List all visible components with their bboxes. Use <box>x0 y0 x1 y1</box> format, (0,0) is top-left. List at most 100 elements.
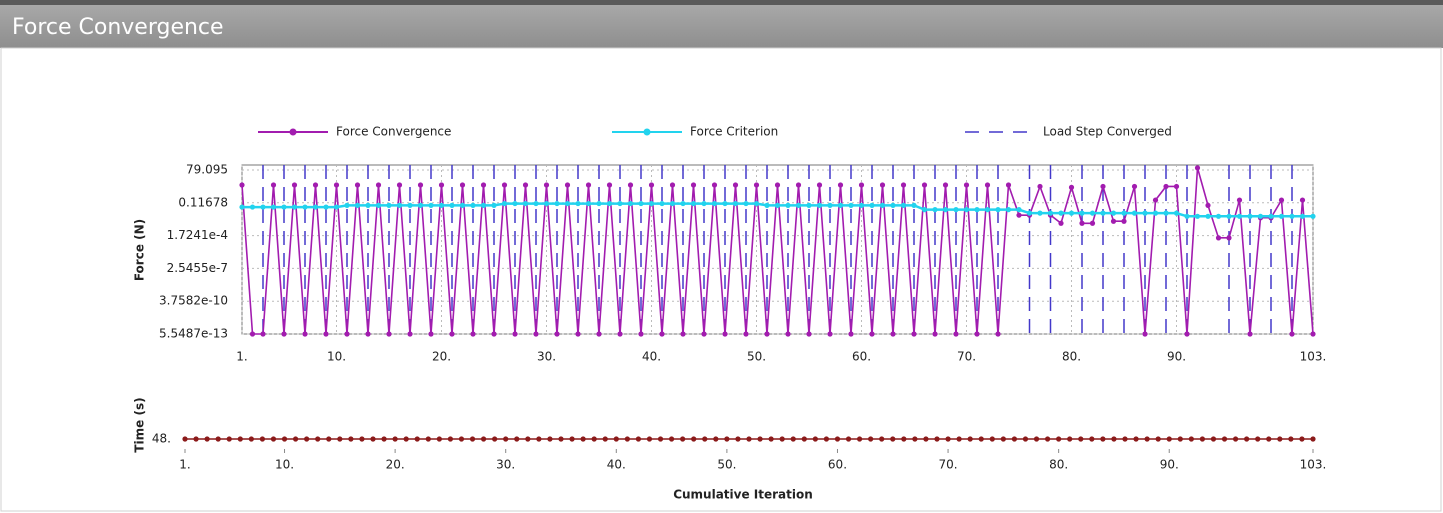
data-point <box>984 182 991 188</box>
data-point <box>337 436 343 442</box>
data-point <box>732 182 739 188</box>
data-point <box>428 331 434 337</box>
data-point <box>1244 436 1250 442</box>
data-point <box>1277 436 1283 442</box>
data-point <box>890 202 896 208</box>
data-point <box>912 436 918 442</box>
data-point <box>638 331 644 337</box>
data-point <box>302 204 308 210</box>
data-point <box>989 436 995 442</box>
data-point <box>270 204 277 210</box>
data-point <box>480 182 487 188</box>
data-point <box>1205 213 1211 219</box>
data-point <box>911 331 917 337</box>
x-tick-label: 50. <box>717 458 736 472</box>
data-point <box>624 436 630 442</box>
x-tick-label: 103. <box>1300 350 1327 364</box>
data-point <box>447 436 454 442</box>
data-point <box>281 436 288 442</box>
x-tick-label: 10. <box>275 458 294 472</box>
data-point <box>932 331 938 337</box>
data-point <box>1288 436 1294 442</box>
data-point <box>635 436 642 442</box>
data-point <box>827 331 833 337</box>
data-point <box>978 436 984 442</box>
data-point <box>470 331 476 337</box>
data-point <box>403 436 409 442</box>
data-point <box>1152 197 1159 203</box>
x-tick-label: 40. <box>607 458 626 472</box>
data-point <box>722 200 728 207</box>
data-point <box>1289 331 1295 337</box>
data-point <box>239 182 245 188</box>
data-point <box>304 436 310 442</box>
x-tick-label: 20. <box>386 458 405 472</box>
data-point <box>801 436 807 442</box>
data-point <box>945 436 951 442</box>
data-point <box>1142 331 1148 337</box>
data-point <box>724 436 730 442</box>
data-point <box>533 331 539 337</box>
data-point <box>248 436 254 442</box>
data-point <box>774 202 781 208</box>
data-point <box>858 202 865 208</box>
data-point <box>291 182 298 188</box>
x-tick-label: 60. <box>852 350 871 364</box>
data-point <box>459 182 466 188</box>
data-point <box>302 331 308 337</box>
data-point <box>1100 436 1106 442</box>
x-tick-label: 50. <box>747 350 766 364</box>
data-point <box>617 200 623 207</box>
data-point <box>596 200 602 207</box>
data-point <box>596 331 602 337</box>
data-point <box>845 436 852 442</box>
data-point <box>396 202 403 208</box>
data-point <box>1194 165 1201 171</box>
data-point <box>934 436 940 442</box>
data-point <box>449 331 455 337</box>
data-point <box>281 331 287 337</box>
data-point <box>344 202 350 208</box>
data-point <box>1100 210 1106 216</box>
data-point <box>260 204 266 210</box>
data-point <box>512 331 518 337</box>
data-point <box>564 182 571 188</box>
data-point <box>270 182 277 188</box>
data-point <box>1268 213 1274 219</box>
data-point <box>591 436 597 442</box>
data-point <box>585 182 592 188</box>
data-point <box>668 436 675 442</box>
data-point <box>1205 202 1211 208</box>
data-point <box>323 331 329 337</box>
data-point <box>879 202 886 208</box>
x-tick-label: 30. <box>537 350 556 364</box>
data-point <box>580 436 586 442</box>
data-point <box>375 182 382 188</box>
data-point <box>1058 220 1064 226</box>
data-point <box>1122 436 1128 442</box>
data-point <box>879 436 885 442</box>
data-point <box>921 182 928 188</box>
data-point <box>1089 436 1095 442</box>
data-point <box>753 200 760 207</box>
data-point <box>1310 436 1316 442</box>
data-point <box>984 207 991 213</box>
data-point <box>1299 436 1305 442</box>
data-point <box>501 182 508 188</box>
data-point <box>932 207 938 213</box>
data-point <box>1289 213 1295 219</box>
data-point <box>1100 183 1106 190</box>
data-point <box>879 182 886 188</box>
data-point <box>1068 184 1075 190</box>
x-tick-label: 90. <box>1167 350 1186 364</box>
data-point <box>746 436 752 442</box>
data-point <box>680 331 686 337</box>
data-point <box>1022 436 1029 442</box>
data-point <box>1266 436 1272 442</box>
data-point <box>1037 210 1043 216</box>
data-point <box>837 182 844 188</box>
data-point <box>834 436 841 442</box>
data-point <box>585 200 592 207</box>
data-point <box>1221 436 1228 442</box>
data-point <box>1188 436 1194 442</box>
